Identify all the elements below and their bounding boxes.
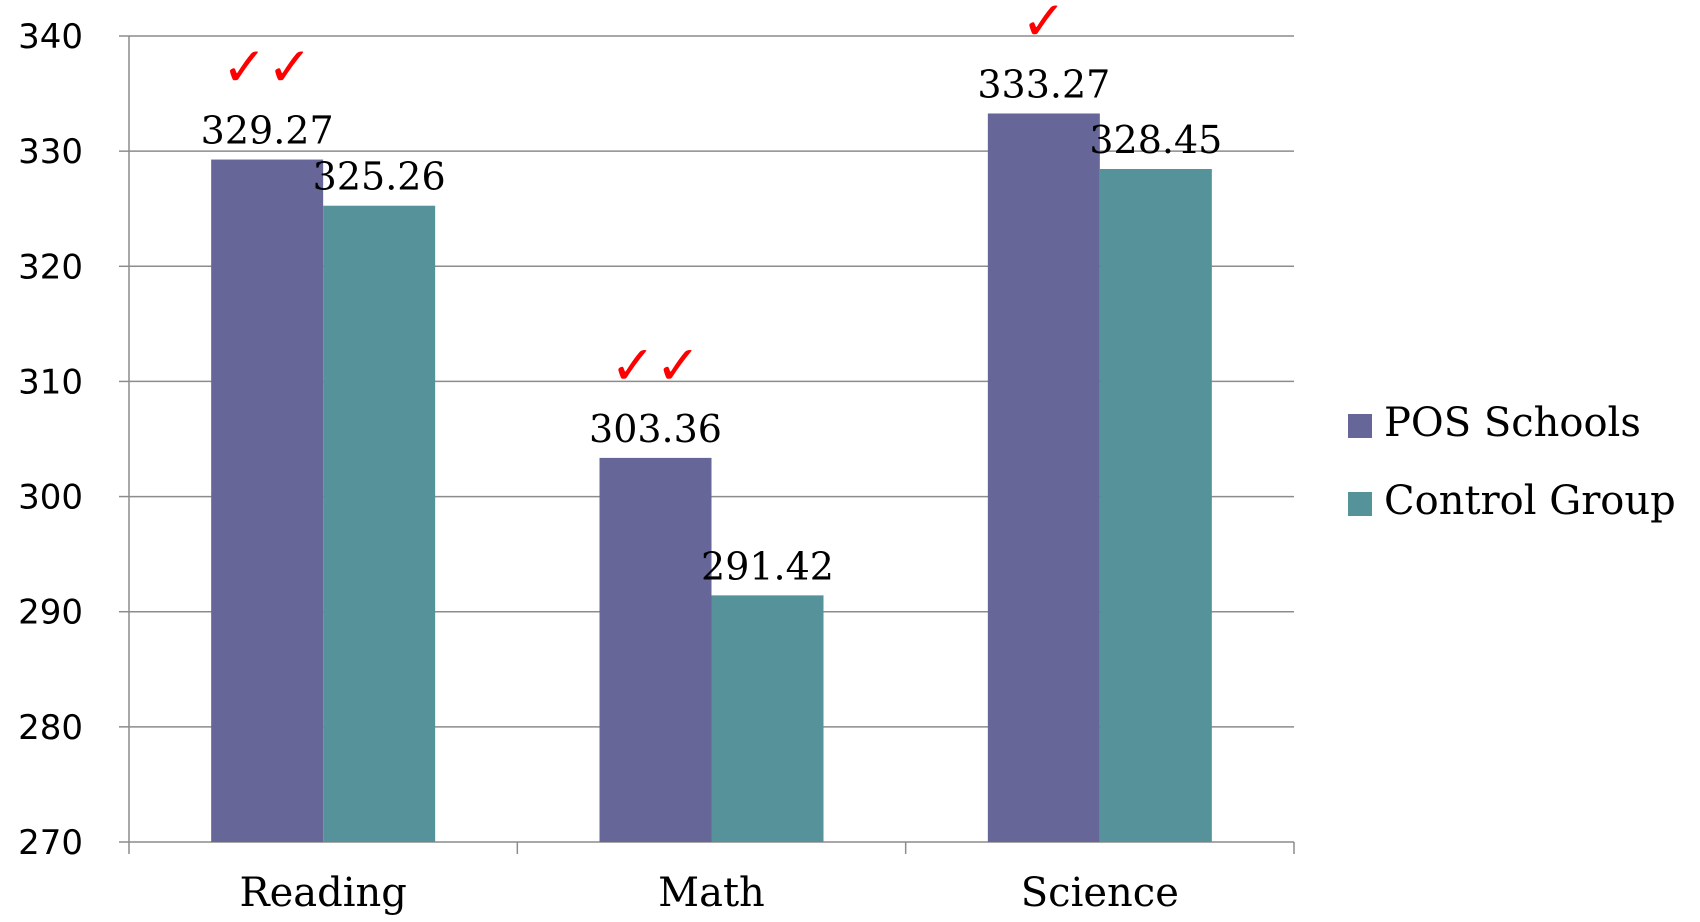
data-label: 291.42 <box>701 544 834 588</box>
y-tick-label: 270 <box>18 823 83 863</box>
y-tick-label: 280 <box>18 708 83 748</box>
check-mark-icon: ✓✓ <box>610 334 701 397</box>
legend-swatch <box>1348 492 1372 516</box>
check-mark-icon: ✓ <box>1021 0 1066 52</box>
y-tick-label: 300 <box>18 478 83 518</box>
legend-entry: POS Schools <box>1384 400 1641 446</box>
y-tick-label: 340 <box>18 17 83 57</box>
bar-pos-schools-science <box>987 113 1100 842</box>
data-label: 329.27 <box>201 109 334 153</box>
x-tick-label: Science <box>1021 870 1179 916</box>
check-mark-icon: ✓✓ <box>222 36 313 99</box>
y-tick-label: 330 <box>18 132 83 172</box>
bar-pos-schools-math <box>599 457 712 842</box>
x-tick-label: Reading <box>239 870 406 916</box>
bars <box>211 113 1212 843</box>
y-tick-label: 310 <box>18 362 83 402</box>
y-tick-label: 320 <box>18 247 83 287</box>
y-tick-label: 290 <box>18 593 83 633</box>
x-tick-label: Math <box>658 870 765 916</box>
legend: POS Schools Control Group <box>1348 400 1676 524</box>
data-label: 303.36 <box>589 407 722 451</box>
legend-swatch <box>1348 414 1372 438</box>
bar-control-group-reading <box>323 205 436 842</box>
data-label: 325.26 <box>313 155 446 199</box>
bar-control-group-science <box>1099 168 1212 843</box>
data-label: 333.27 <box>977 62 1110 106</box>
data-label: 328.45 <box>1089 118 1222 162</box>
legend-entry: Control Group <box>1384 478 1676 524</box>
bar-control-group-math <box>711 595 824 842</box>
bar-pos-schools-reading <box>211 159 324 842</box>
